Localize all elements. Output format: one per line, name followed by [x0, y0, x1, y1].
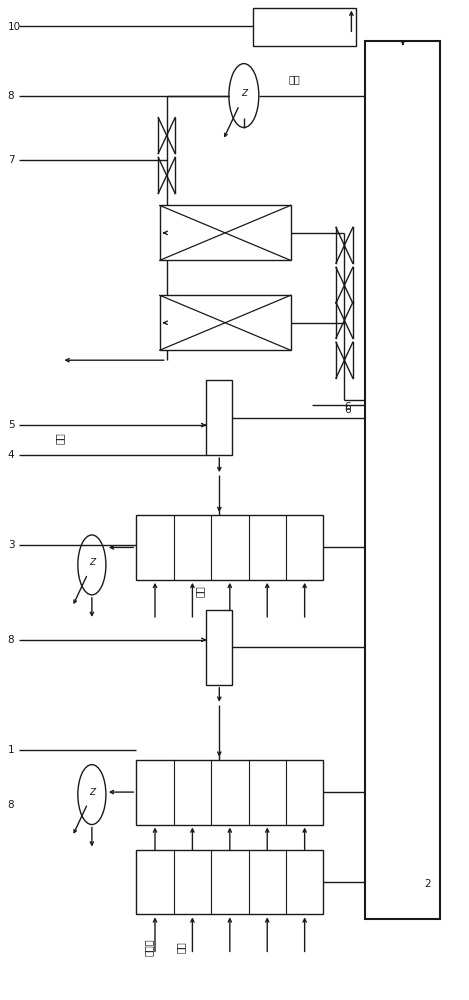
Bar	[136, 850, 323, 914]
Bar	[159, 205, 291, 260]
Bar	[136, 515, 323, 580]
Text: 5: 5	[8, 420, 15, 430]
Text: 3: 3	[8, 540, 15, 550]
Text: 空气: 空气	[54, 432, 64, 444]
Text: Z: Z	[241, 89, 247, 98]
Text: Z: Z	[89, 788, 95, 797]
Text: 8: 8	[8, 635, 15, 645]
Text: 8: 8	[8, 91, 15, 101]
Text: 6: 6	[344, 402, 351, 412]
Bar	[206, 610, 232, 685]
Text: 7: 7	[8, 155, 15, 165]
Text: 蒸汽: 蒸汽	[288, 75, 300, 85]
Text: 空气: 空气	[176, 942, 186, 953]
Text: 1: 1	[8, 745, 15, 755]
Text: 空气: 空气	[195, 585, 205, 597]
Text: 4: 4	[8, 450, 15, 460]
Bar	[159, 295, 291, 350]
Bar	[206, 380, 232, 455]
Bar	[253, 8, 356, 46]
Bar	[365, 41, 440, 919]
Text: Z: Z	[89, 558, 95, 567]
Bar	[136, 760, 323, 825]
Text: 酸性气: 酸性气	[144, 939, 153, 956]
Text: 2: 2	[424, 879, 431, 889]
Text: 8: 8	[8, 800, 15, 810]
Text: 6: 6	[344, 405, 351, 415]
Text: 10: 10	[8, 22, 21, 32]
